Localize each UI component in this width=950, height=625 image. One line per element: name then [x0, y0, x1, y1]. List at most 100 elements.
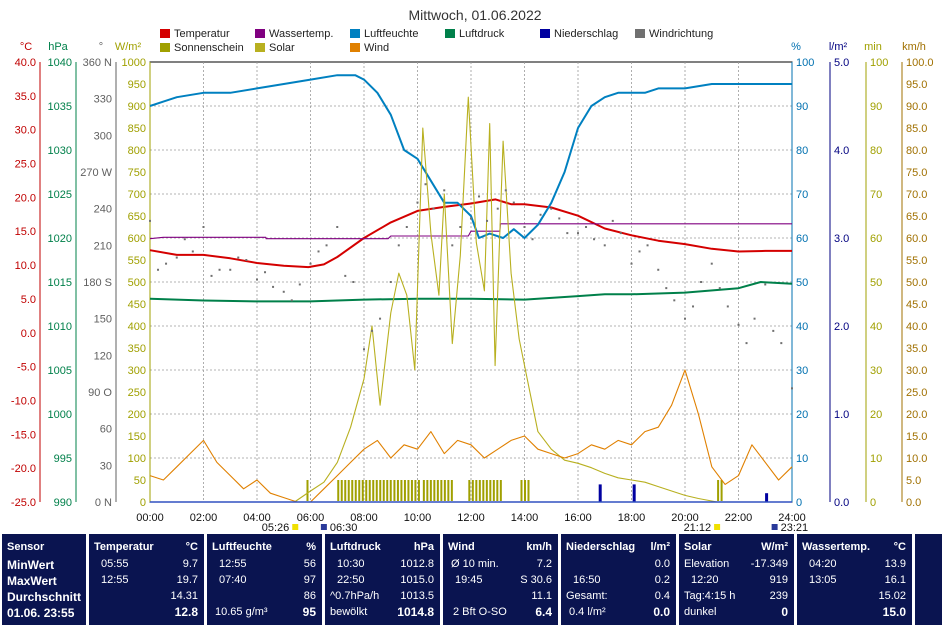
sunshine-block	[433, 480, 436, 501]
windrichtung-point	[218, 268, 221, 271]
axis-tick-solar: 150	[128, 431, 146, 443]
x-tick-label: 16:00	[564, 512, 592, 524]
sunshine-block	[347, 480, 350, 501]
windrichtung-point	[737, 323, 740, 326]
stats-solar: Solar W/m² Elevation -17.349 12:20 919 T…	[679, 534, 794, 625]
sunshine-block	[351, 480, 354, 501]
axis-tick-rain: 2.0	[834, 321, 849, 333]
windrichtung-point	[726, 305, 729, 308]
x-tick-label: 20:00	[671, 512, 699, 524]
solar-elev-label: Elevation	[684, 558, 730, 570]
axis-tick-solar: 600	[128, 233, 146, 245]
axis-tick-wind: 30.0	[906, 365, 927, 377]
windrichtung-point	[638, 250, 641, 253]
axis-tick-solar: 750	[128, 167, 146, 179]
sunshine-block	[717, 480, 720, 501]
axis-tick-minutes: 30	[870, 365, 882, 377]
axis-tick-wind: 80.0	[906, 145, 927, 157]
x-tick-label: 04:00	[243, 512, 271, 524]
niederschlag-max: 0.2	[654, 574, 670, 586]
windrichtung-point	[416, 201, 419, 204]
windrichtung-point	[451, 244, 454, 247]
sunshine-block	[417, 480, 420, 501]
windrichtung-point	[619, 232, 622, 235]
windrichtung-point	[566, 232, 569, 235]
windrichtung-point	[496, 207, 499, 210]
axis-tick-humidity: 70	[796, 189, 808, 201]
axis-tick-wind: 75.0	[906, 167, 927, 179]
axis-tick-pressure: 990	[54, 497, 72, 509]
windrichtung-point	[459, 226, 462, 228]
luftfeuchte-unit: %	[306, 541, 316, 553]
wassertemp-current: 15.0	[882, 605, 906, 619]
solar-max-time: 12:20	[691, 574, 719, 586]
windrichtung-point	[753, 317, 756, 320]
axis-tick-minutes: 50	[870, 277, 882, 289]
axis-tick-direction: 210	[94, 240, 112, 252]
luftdruck-header: Luftdruck	[330, 541, 381, 553]
sun-event-marker	[292, 524, 299, 530]
windrichtung-point	[791, 387, 793, 390]
axis-tick-solar: 200	[128, 409, 146, 421]
axis-tick-temp: -25.0	[11, 497, 36, 509]
windrichtung-point	[191, 250, 194, 253]
legend-label: Luftdruck	[459, 28, 505, 40]
stats-niederschlag: Niederschlag l/m² 0.0 16:50 0.2 Gesamt: …	[561, 534, 676, 625]
windrichtung-point	[202, 226, 205, 228]
axis-tick-minutes: 0	[870, 497, 876, 509]
plot-area	[149, 74, 793, 503]
windrichtung-point	[710, 262, 713, 265]
windrichtung-point	[603, 244, 606, 247]
axis-unit-rain: l/m²	[829, 41, 848, 53]
sunshine-block	[489, 480, 492, 501]
axis-tick-direction: 30	[100, 460, 112, 472]
sunshine-block	[361, 480, 364, 501]
windrichtung-point	[443, 189, 446, 192]
axis-tick-humidity: 10	[796, 453, 808, 465]
axis-tick-wind: 40.0	[906, 321, 927, 333]
axis-tick-wind: 55.0	[906, 255, 927, 267]
x-tick-label: 06:00	[297, 512, 325, 524]
sun-event-label: 21:12	[684, 522, 712, 534]
axis-tick-wind: 15.0	[906, 431, 927, 443]
luftfeuchte-max-time: 07:40	[219, 574, 247, 586]
sunshine-block	[426, 480, 429, 501]
solar-day: 239	[769, 590, 788, 602]
series-line-luftdruck	[149, 281, 793, 303]
windrichtung-point	[646, 244, 649, 247]
axis-tick-wind: 85.0	[906, 123, 927, 135]
axis-tick-solar: 250	[128, 387, 146, 399]
sunshine-block	[527, 480, 530, 501]
sunshine-block	[306, 480, 309, 501]
axis-tick-temp: -15.0	[11, 429, 36, 441]
axis-tick-pressure: 1030	[48, 145, 72, 157]
sunshine-block	[340, 480, 343, 501]
axis-tick-wind: 95.0	[906, 79, 927, 91]
windrichtung-point	[379, 317, 382, 320]
windrichtung-point	[317, 250, 320, 253]
sunshine-block	[523, 480, 526, 501]
axis-tick-wind: 5.0	[906, 475, 921, 487]
series-windrichtung	[149, 183, 793, 390]
axis-tick-pressure: 1040	[48, 57, 72, 69]
sunshine-block	[407, 480, 410, 501]
wind-header: Wind	[448, 541, 475, 553]
windrichtung-point	[470, 217, 472, 220]
axis-tick-minutes: 60	[870, 233, 882, 245]
sunshine-block	[372, 480, 375, 501]
axis-tick-wind: 10.0	[906, 453, 927, 465]
weather-chart: Mittwoch, 01.06.2022 Temperatur Sonnensch…	[11, 7, 934, 534]
axis-tick-minutes: 70	[870, 189, 882, 201]
solar-day-label: Tag:4:15 h	[684, 590, 736, 602]
windrichtung-point	[149, 219, 151, 222]
sunshine-block	[485, 480, 488, 501]
windrichtung-point	[772, 329, 775, 332]
windrichtung-point	[577, 232, 579, 235]
sunshine-block	[720, 480, 723, 501]
windrichtung-point	[558, 217, 561, 220]
axis-tick-wind: 25.0	[906, 387, 927, 399]
luftdruck-max: 1015.0	[400, 574, 434, 586]
windrichtung-point	[210, 274, 213, 277]
luftfeuchte-current: 95	[302, 605, 316, 619]
axis-tick-wind: 45.0	[906, 299, 927, 311]
